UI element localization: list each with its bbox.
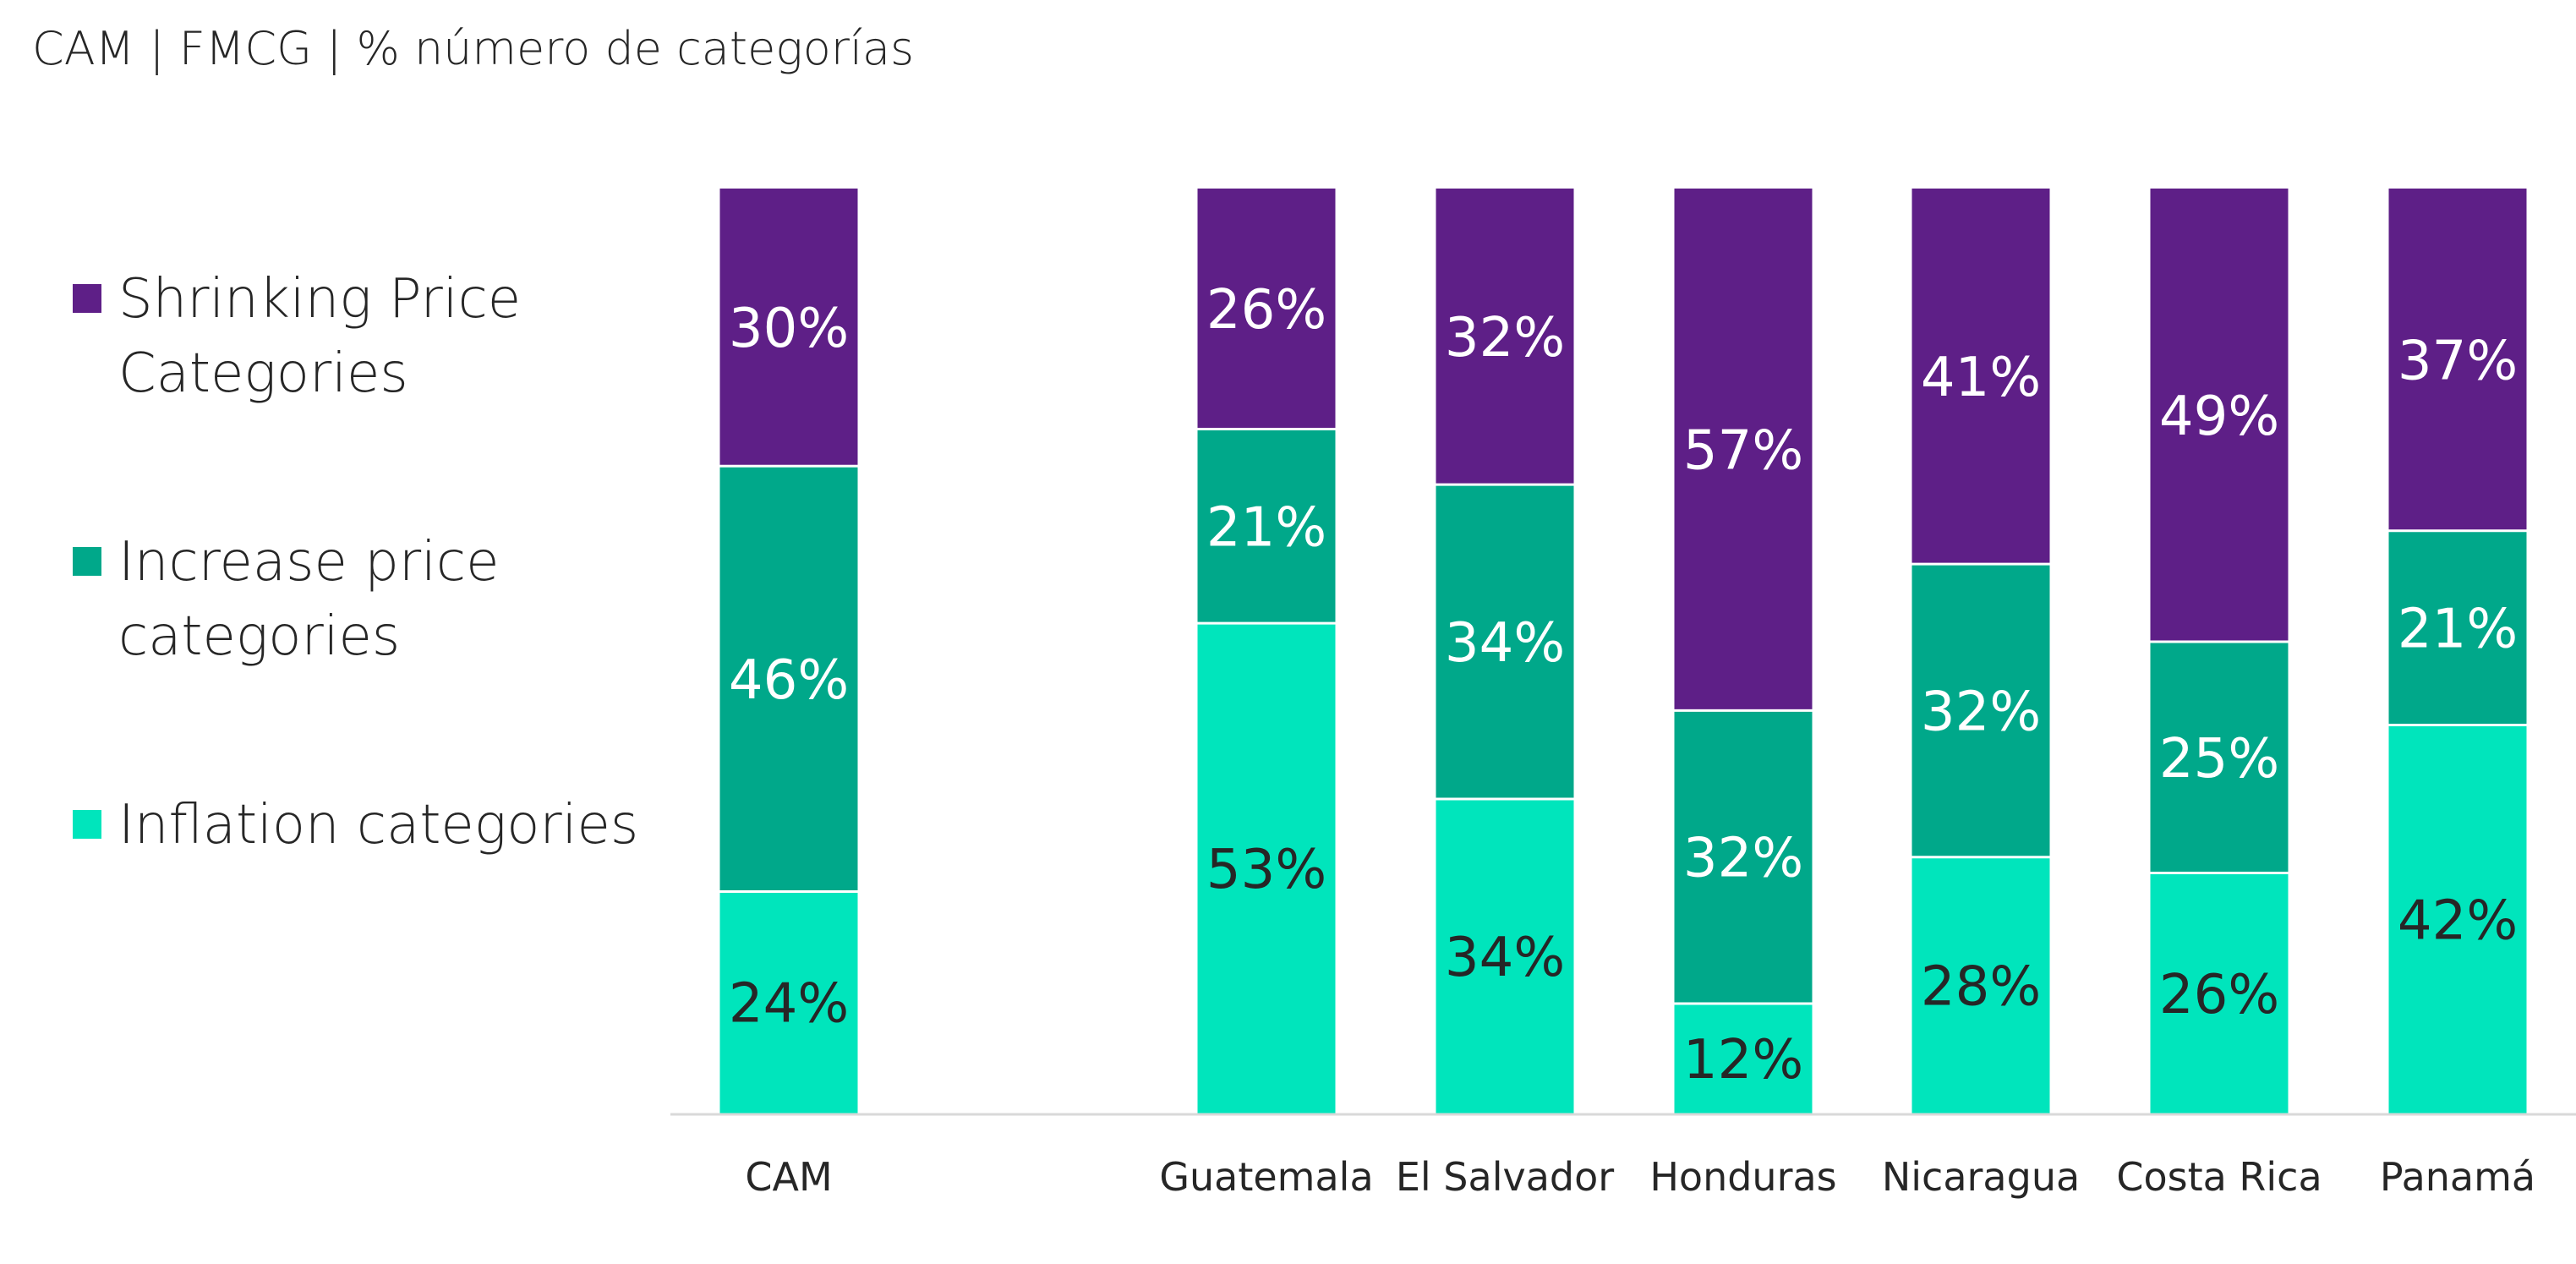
bar-group-panamá: 42% 21% 37%: [2388, 189, 2527, 1114]
data-label: 34%: [1445, 612, 1565, 675]
data-label: 26%: [1206, 279, 1326, 342]
x-tick-label: Nicaragua: [1882, 1154, 2080, 1200]
bar-segment: [1197, 623, 1336, 1114]
bar-group-cam: 24% 46% 30%: [719, 189, 858, 1114]
x-tick-label: Guatemala: [1159, 1154, 1373, 1200]
bar-segment: [1911, 564, 2050, 857]
legend-item-increase: Increase price categories: [73, 525, 499, 674]
bar-segment: [719, 189, 858, 467]
x-tick-label: Panamá: [2380, 1154, 2535, 1200]
x-tick-label: CAM: [745, 1154, 832, 1200]
bar-group-costa-rica: 26% 25% 49%: [2150, 189, 2289, 1114]
legend-line: Increase price: [118, 531, 500, 594]
data-label: 49%: [2159, 386, 2279, 448]
bar-group-nicaragua: 28% 32% 41%: [1911, 189, 2050, 1114]
legend-label-inflation: Inflation categories: [118, 788, 638, 862]
legend-item-shrinking: Shrinking Price Categories: [73, 262, 521, 411]
legend-label-increase: Increase price categories: [118, 525, 499, 674]
bar-segment: [1911, 856, 2050, 1114]
legend-swatch-inflation: [73, 810, 101, 839]
data-label: 32%: [1445, 307, 1565, 369]
data-label: 26%: [2159, 964, 2279, 1026]
bar-segment: [1674, 189, 1813, 711]
legend-line: Shrinking Price: [118, 268, 522, 331]
bar-segment: [1197, 189, 1336, 430]
bar-segment: [2388, 530, 2527, 725]
data-label: 53%: [1206, 839, 1326, 901]
bar-group-el-salvador: 34% 34% 32%: [1436, 189, 1574, 1114]
bar-segment: [2150, 873, 2289, 1114]
chart-title: CAM | FMCG | % número de categorías: [32, 22, 915, 75]
bar-segment: [2388, 189, 2527, 531]
data-label: 21%: [1206, 496, 1326, 559]
x-tick-label: Honduras: [1649, 1154, 1836, 1200]
legend-label-shrinking: Shrinking Price Categories: [118, 262, 521, 411]
data-label: 12%: [1683, 1029, 1803, 1092]
bar-segment: [2150, 189, 2289, 643]
data-label: 21%: [2398, 599, 2518, 661]
data-label: 32%: [1683, 828, 1803, 890]
bar-segment: [719, 466, 858, 892]
bar-segment: [1674, 710, 1813, 1004]
data-label: 32%: [1921, 681, 2041, 743]
legend-line: Inflation categories: [118, 794, 639, 856]
bar-segment: [1197, 429, 1336, 624]
legend-swatch-increase: [73, 547, 101, 576]
x-tick-label: El Salvador: [1396, 1154, 1614, 1200]
bar-group-honduras: 12% 32% 57%: [1674, 189, 1813, 1114]
data-label: 24%: [729, 973, 849, 1036]
legend-line: categories: [118, 605, 401, 668]
bar-group-guatemala: 53% 21% 26%: [1197, 189, 1336, 1114]
bar-segment: [2150, 642, 2289, 873]
bar-segment: [1911, 189, 2050, 565]
x-tick-label: Costa Rica: [2116, 1154, 2322, 1200]
legend-swatch-shrinking: [73, 284, 101, 313]
data-label: 25%: [2159, 728, 2279, 791]
legend-item-inflation: Inflation categories: [73, 788, 638, 862]
data-label: 34%: [1445, 927, 1565, 989]
bar-segment: [1436, 799, 1574, 1114]
data-label: 42%: [2398, 889, 2518, 952]
bar-segment: [719, 891, 858, 1114]
data-label: 28%: [1921, 955, 2041, 1018]
bar-segment: [1436, 189, 1574, 485]
data-label: 57%: [1683, 420, 1803, 483]
bar-segment: [1436, 484, 1574, 800]
data-label: 46%: [729, 649, 849, 712]
data-label: 41%: [1921, 347, 2041, 409]
data-label: 30%: [729, 298, 849, 360]
bar-segment: [2388, 725, 2527, 1114]
bar-segment: [1674, 1004, 1813, 1114]
data-label: 37%: [2398, 330, 2518, 392]
legend-line: Categories: [118, 342, 408, 405]
